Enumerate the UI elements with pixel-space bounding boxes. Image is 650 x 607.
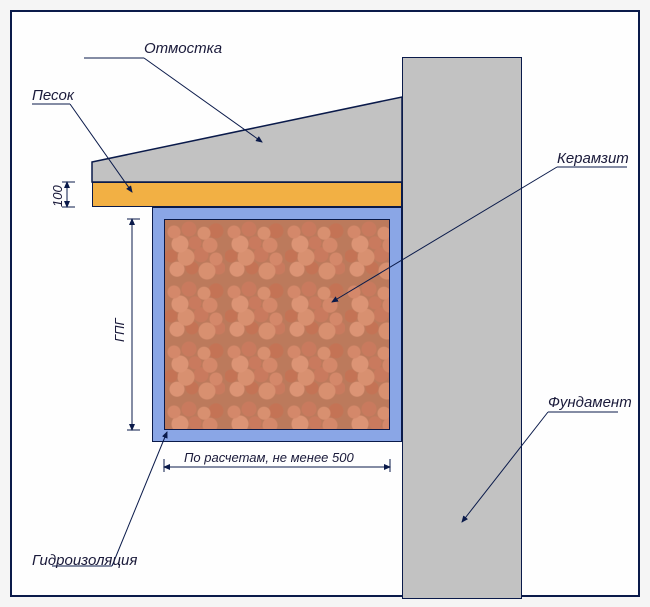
dim-keramzit-height: ГПГ [112,318,127,342]
label-otmostka: Отмостка [144,40,222,57]
dim-sand-thickness: 100 [50,185,65,207]
label-gidro: Гидроизоляция [32,552,137,569]
label-fundament: Фундамент [548,394,632,411]
foundation-block [402,57,522,599]
label-keramzit: Керамзит [557,150,629,167]
sand-layer [92,182,402,207]
keramzit-fill [164,219,390,430]
label-pesok: Песок [32,87,74,104]
otmostka-block [92,97,402,182]
diagram-frame: Отмостка Песок Керамзит Фундамент Гидрои… [10,10,640,597]
dim-keramzit-width: По расчетам, не менее 500 [184,450,354,465]
